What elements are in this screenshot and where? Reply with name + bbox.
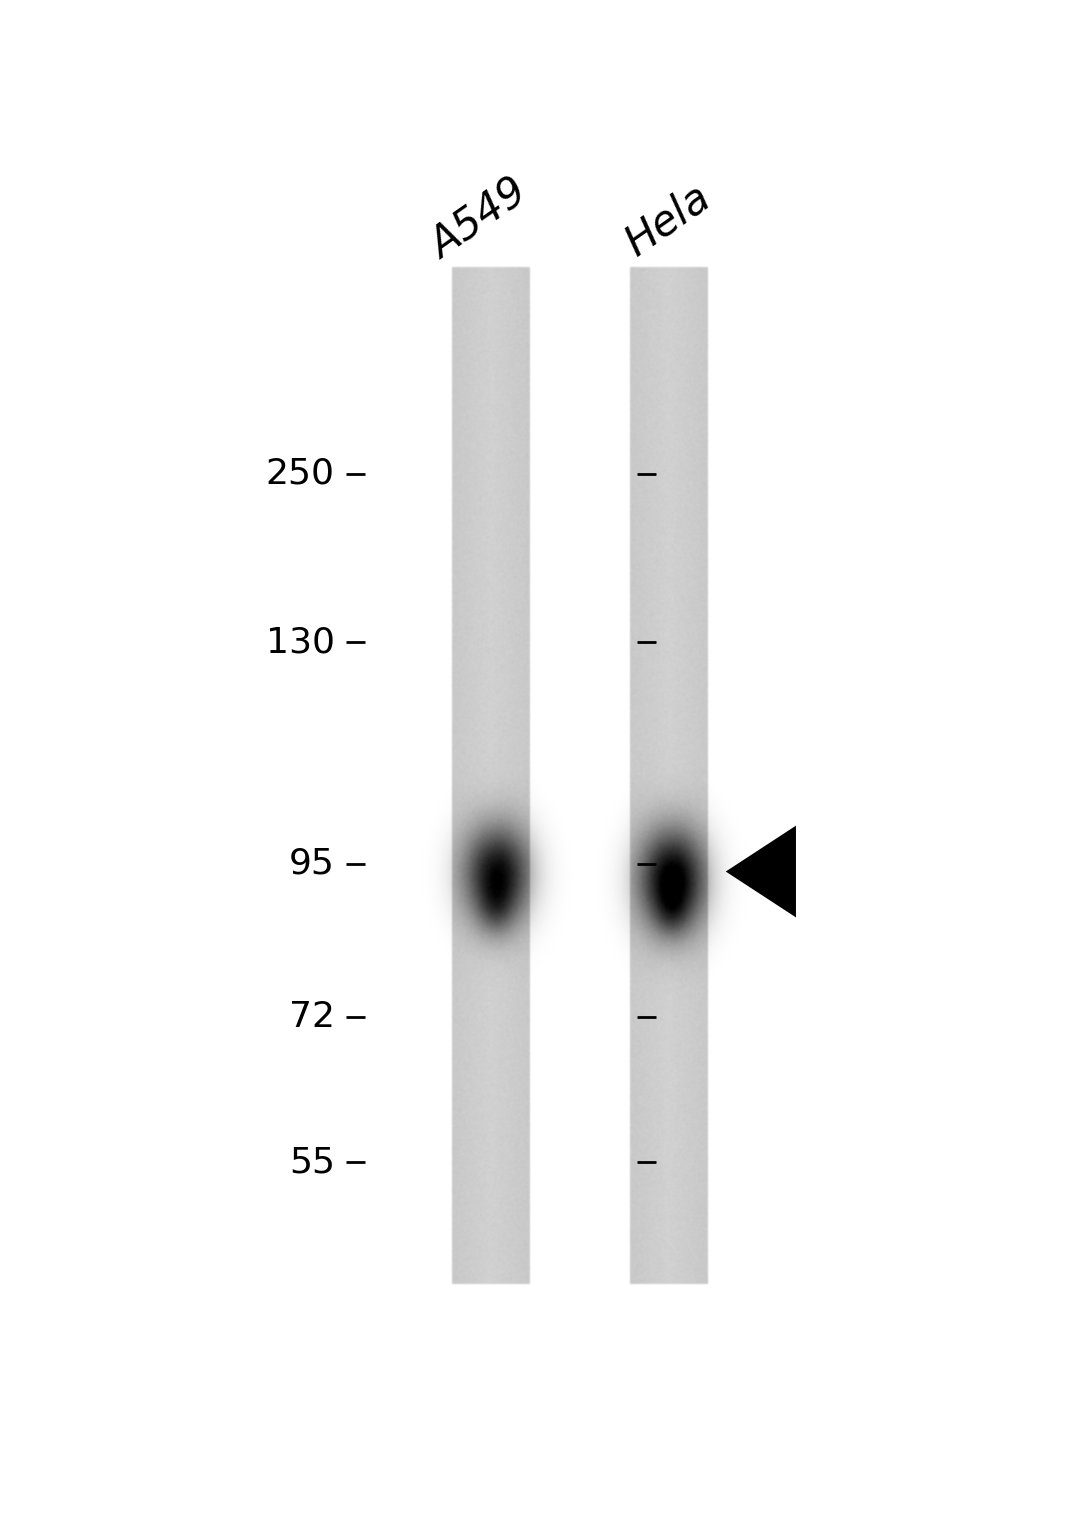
Text: 250: 250: [266, 457, 335, 491]
Text: Hela: Hela: [618, 176, 719, 265]
Polygon shape: [726, 826, 796, 917]
Text: 130: 130: [266, 625, 335, 659]
Text: A549: A549: [423, 171, 536, 268]
Text: 55: 55: [288, 1145, 335, 1179]
Text: 72: 72: [288, 1000, 335, 1034]
Text: 95: 95: [289, 847, 335, 881]
